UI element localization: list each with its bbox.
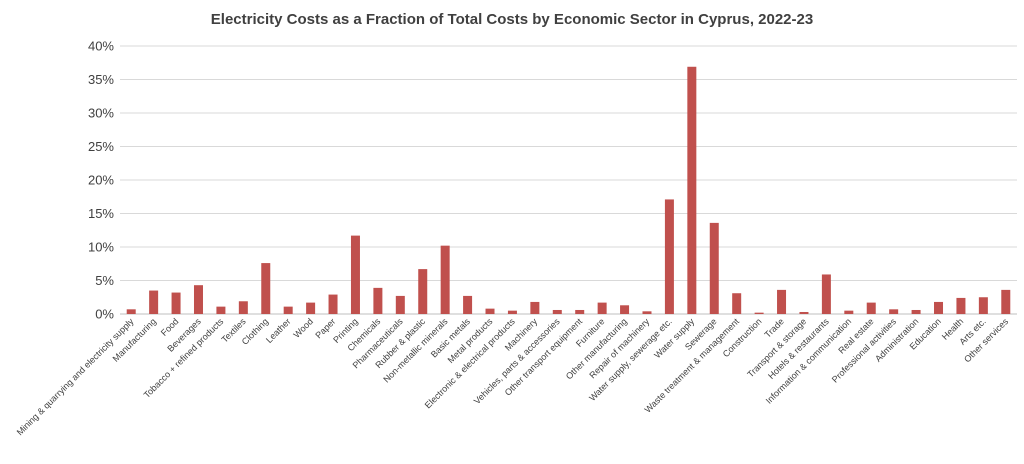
bar [1001,289,1011,314]
y-tick-label: 25% [88,139,114,154]
bar [575,309,585,314]
bar [934,301,944,314]
bar [799,311,809,314]
x-axis-ticks: Mining & quarrying and electricity suppl… [15,316,1011,437]
bar [418,269,428,314]
bar [193,285,203,314]
bar [754,312,764,314]
bar [866,302,876,314]
bar [687,66,697,315]
bar [350,235,360,314]
bar [149,290,159,314]
bar [306,302,316,314]
x-tick-label: Mining & quarrying and electricity suppl… [15,316,136,437]
y-tick-label: 20% [88,173,114,188]
bar [507,310,517,314]
bar [732,293,742,314]
bars [126,66,1011,315]
y-tick-label: 0% [95,307,114,322]
bar [216,306,226,314]
bar [530,301,540,314]
y-tick-label: 30% [88,106,114,121]
bar [552,309,562,314]
bar [283,306,293,314]
y-axis-ticks: 0% 5% 10% 15% 20% 25% 30% 35% 40% [88,39,114,322]
x-tick-label: Leather [264,316,293,345]
bar [889,309,899,314]
bar [261,263,271,314]
bar [597,302,607,314]
y-tick-label: 5% [95,273,114,288]
y-tick-label: 10% [88,240,114,255]
bar [956,297,966,314]
bar [642,311,652,314]
chart-title: Electricity Costs as a Fraction of Total… [211,11,813,28]
bar [238,301,248,314]
bar [620,305,630,314]
bar [440,245,450,314]
bar [664,199,674,314]
bar [777,289,787,314]
bar [709,222,719,314]
bar [328,294,338,314]
y-tick-label: 35% [88,72,114,87]
bar [978,297,988,314]
gridlines [120,45,1017,315]
bar [373,287,383,314]
x-tick-label: Wood [291,316,315,340]
bar [485,308,495,314]
bar [395,295,405,314]
bar [821,274,831,314]
bar [911,309,921,314]
y-tick-label: 40% [88,39,114,54]
bar [463,295,473,314]
bar [171,292,181,314]
bar [844,310,854,314]
y-tick-label: 15% [88,206,114,221]
bar [126,309,136,314]
